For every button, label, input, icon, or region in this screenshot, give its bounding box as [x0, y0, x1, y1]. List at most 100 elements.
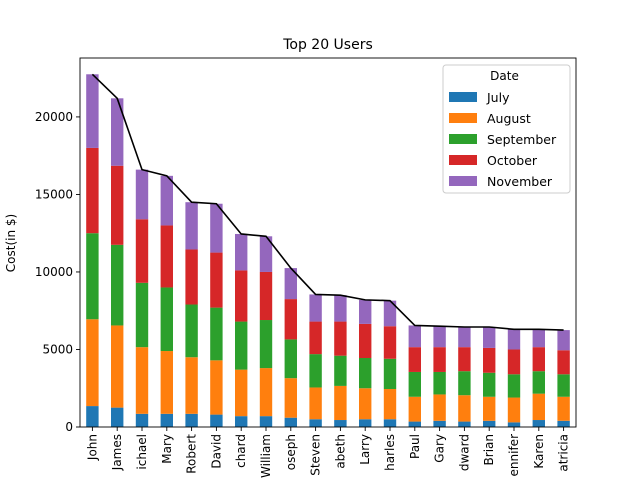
bar-segment-september-5 — [210, 307, 223, 361]
x-tick-label-2: ichael — [135, 434, 149, 470]
bar-segment-august-10 — [334, 385, 347, 421]
x-tick-label-13: Paul — [408, 434, 422, 459]
legend-title: Date — [490, 69, 519, 83]
bar-segment-september-9 — [309, 354, 322, 388]
bar-segment-october-15 — [458, 347, 471, 372]
legend-label-july: July — [486, 90, 510, 105]
bar-segment-september-3 — [160, 287, 173, 352]
totals-line — [91, 73, 564, 331]
bar-segment-july-16 — [483, 420, 496, 427]
x-tick-label-19: atricia — [557, 434, 571, 472]
x-tick-label-8: oseph — [284, 434, 298, 470]
bars-layer — [86, 74, 570, 427]
bar-segment-november-1 — [111, 98, 124, 166]
bar-segment-july-17 — [507, 422, 521, 427]
bar-segment-october-8 — [284, 299, 297, 340]
bar-segment-july-3 — [160, 413, 173, 427]
bar-segment-november-17 — [507, 329, 521, 350]
x-tick-label-1: James — [110, 434, 124, 471]
bar-segment-august-18 — [532, 393, 545, 421]
bar-segment-september-15 — [458, 371, 471, 396]
x-tick-label-3: Mary — [160, 434, 174, 464]
bar-segment-november-2 — [135, 169, 149, 220]
y-tick-label-0: 0 — [65, 420, 73, 434]
y-tick-label-1: 5000 — [42, 342, 73, 356]
x-tick-label-6: chard — [234, 434, 248, 468]
bar-segment-october-2 — [135, 219, 149, 283]
bar-segment-august-3 — [160, 351, 173, 414]
bar-segment-november-15 — [458, 326, 471, 348]
bar-segment-august-4 — [185, 357, 198, 414]
totals-line-layer — [91, 73, 564, 331]
x-tick-label-7: William — [259, 434, 273, 478]
bar-segment-september-7 — [259, 320, 273, 369]
bar-segment-october-19 — [557, 350, 570, 375]
bar-segment-july-4 — [185, 413, 198, 427]
bar-segment-august-9 — [309, 387, 322, 420]
bar-segment-october-9 — [309, 321, 322, 355]
legend-label-november: November — [487, 174, 553, 189]
bar-segment-july-13 — [408, 421, 421, 427]
bar-segment-august-0 — [86, 319, 99, 407]
x-tick-label-5: David — [209, 434, 223, 469]
bar-segment-september-4 — [185, 304, 198, 358]
bar-segment-november-18 — [532, 329, 545, 348]
bar-segment-september-2 — [135, 282, 149, 348]
y-tick-label-3: 15000 — [35, 187, 73, 201]
legend-swatch-july — [449, 92, 477, 102]
bar-segment-september-1 — [111, 244, 124, 326]
bar-segment-september-11 — [359, 358, 372, 389]
bar-segment-october-12 — [383, 326, 397, 359]
bar-segment-november-4 — [185, 202, 198, 250]
bar-segment-august-19 — [557, 396, 570, 421]
bar-segment-october-4 — [185, 249, 198, 305]
bar-segment-october-6 — [235, 270, 248, 322]
bar-segment-october-17 — [507, 349, 521, 375]
bar-segment-july-6 — [235, 416, 248, 427]
bar-segment-november-11 — [359, 299, 372, 324]
bar-segment-july-10 — [334, 420, 347, 427]
bar-segment-august-17 — [507, 397, 521, 423]
bar-segment-september-17 — [507, 374, 521, 398]
bar-segment-august-13 — [408, 396, 421, 422]
bar-segment-september-18 — [532, 371, 545, 394]
x-tick-label-16: Brian — [482, 434, 496, 465]
bar-segment-july-5 — [210, 414, 223, 427]
legend-label-september: September — [487, 132, 557, 147]
bar-segment-november-3 — [160, 175, 173, 226]
legend: Date July August September October November — [442, 64, 571, 194]
bar-segment-september-6 — [235, 321, 248, 370]
bar-segment-october-5 — [210, 252, 223, 308]
bar-segment-november-10 — [334, 295, 347, 322]
bar-segment-november-0 — [86, 74, 99, 148]
bar-segment-september-10 — [334, 355, 347, 386]
bar-segment-november-16 — [483, 326, 496, 348]
bar-segment-july-12 — [383, 419, 397, 427]
bar-segment-july-19 — [557, 420, 570, 427]
legend-swatch-august — [449, 113, 477, 123]
bar-segment-october-7 — [259, 271, 273, 321]
bar-segment-september-0 — [86, 233, 99, 320]
bar-segment-november-9 — [309, 294, 322, 322]
bar-segment-november-8 — [284, 268, 297, 300]
y-tick-label-2: 10000 — [35, 265, 73, 279]
bar-segment-july-2 — [135, 413, 149, 427]
x-tick-label-14: Gary — [433, 434, 447, 463]
bar-segment-september-13 — [408, 371, 421, 397]
bar-segment-july-14 — [433, 420, 446, 427]
bar-segment-november-6 — [235, 233, 248, 271]
x-tick-label-10: abeth — [333, 434, 347, 469]
x-tick-label-0: John — [85, 434, 99, 461]
bar-segment-july-9 — [309, 419, 322, 427]
bar-segment-august-5 — [210, 360, 223, 415]
bar-segment-november-5 — [210, 203, 223, 253]
plot-frame — [79, 57, 577, 428]
bar-segment-october-16 — [483, 347, 496, 373]
x-tick-label-18: Karen — [532, 434, 546, 469]
bar-segment-august-8 — [284, 378, 297, 418]
bar-segment-september-19 — [557, 374, 570, 397]
legend-swatch-september — [449, 134, 477, 144]
bar-segment-july-1 — [111, 407, 124, 427]
bar-segment-august-1 — [111, 325, 124, 408]
bar-segment-august-11 — [359, 388, 372, 420]
